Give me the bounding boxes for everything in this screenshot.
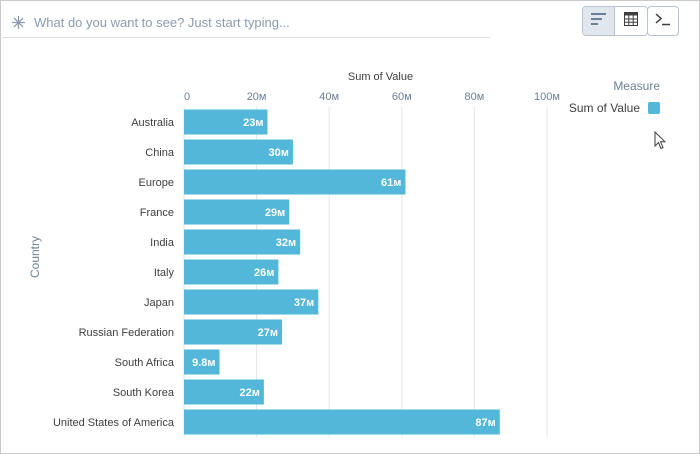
terminal-icon — [655, 12, 671, 31]
bar — [184, 109, 268, 135]
bar — [184, 319, 283, 345]
x-tick-label: 60м — [392, 91, 412, 103]
bar — [184, 169, 406, 195]
y-axis-title: Country — [28, 235, 42, 279]
legend-title: Measure — [613, 79, 660, 93]
y-tick-label: Italy — [154, 267, 175, 279]
legend-swatch — [648, 102, 660, 114]
bar — [184, 199, 290, 225]
bar-value-label: 27м — [258, 327, 278, 339]
x-tick-label: 100м — [534, 91, 560, 103]
y-tick-label: United States of America — [53, 417, 175, 429]
bar — [184, 259, 279, 285]
bar-value-label: 23м — [243, 117, 263, 129]
x-tick-label: 0 — [184, 91, 190, 103]
bar — [184, 409, 500, 435]
bar — [184, 349, 220, 375]
x-tick-label: 80м — [464, 91, 484, 103]
query-editor-button[interactable] — [647, 6, 679, 36]
x-tick-label: 40м — [319, 91, 339, 103]
search-bar[interactable]: What do you want to see? Just start typi… — [3, 7, 490, 38]
table-view-button[interactable] — [615, 7, 647, 35]
bar-value-label: 22м — [239, 387, 259, 399]
bar-value-label: 61м — [381, 177, 401, 189]
mouse-cursor-icon — [654, 130, 667, 156]
y-tick-label: France — [140, 207, 174, 219]
bar-value-label: 9.8м — [192, 357, 215, 369]
bar-value-label: 87м — [475, 417, 495, 429]
bar-value-label: 29м — [265, 207, 285, 219]
y-tick-label: South Africa — [115, 357, 175, 369]
y-tick-label: India — [150, 237, 175, 249]
x-axis-title: Sum of Value — [348, 71, 413, 83]
bar-chart-icon — [590, 12, 607, 30]
bar — [184, 379, 264, 405]
bar-value-label: 30м — [269, 147, 289, 159]
bar — [184, 139, 293, 165]
legend-item-sum-of-value[interactable]: Sum of Value — [569, 101, 660, 115]
x-tick-label: 20м — [247, 91, 267, 103]
bar — [184, 289, 319, 315]
y-tick-label: Japan — [144, 297, 174, 309]
legend-label: Sum of Value — [568, 101, 640, 115]
y-tick-label: Europe — [139, 177, 174, 189]
y-tick-label: Australia — [131, 117, 175, 129]
bar-value-label: 37м — [294, 297, 314, 309]
bar-value-label: 26м — [254, 267, 274, 279]
bar — [184, 229, 301, 255]
view-toggle-group — [582, 6, 648, 36]
table-icon — [624, 11, 638, 31]
snowflake-search-icon — [11, 15, 25, 29]
y-tick-label: South Korea — [113, 387, 175, 399]
y-tick-label: China — [145, 147, 175, 159]
chart-view-button[interactable] — [583, 7, 615, 35]
bar-value-label: 32м — [276, 237, 296, 249]
search-input[interactable]: What do you want to see? Just start typi… — [34, 14, 290, 30]
y-tick-label: Russian Federation — [79, 327, 174, 339]
